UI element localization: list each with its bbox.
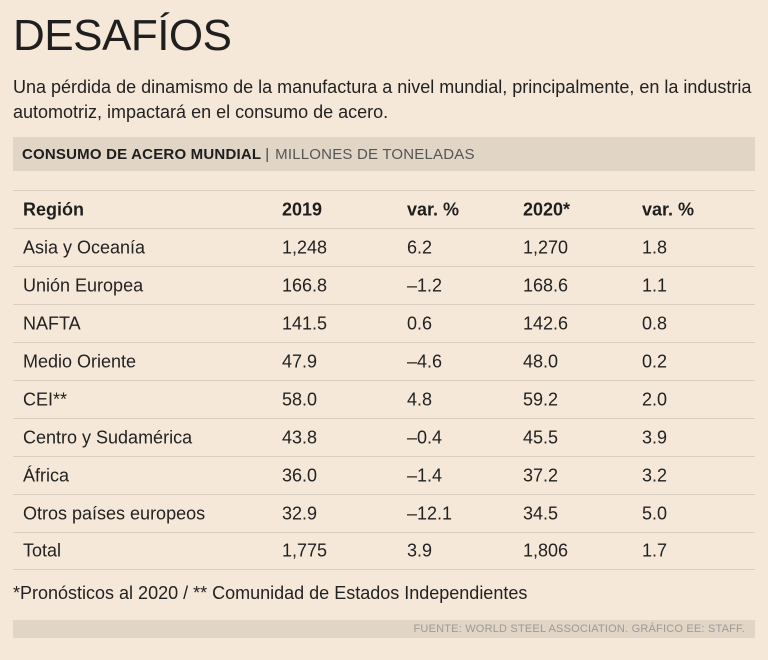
table-cell-var-2020: 0.2 xyxy=(642,351,668,371)
column-header-region: Región xyxy=(23,199,84,219)
table-cell-value-2019: 47.9 xyxy=(282,351,318,371)
page-title: DESAFÍOS xyxy=(13,11,232,60)
table-cell-region: Otros países europeos xyxy=(23,503,206,523)
table-cell-var-2019: 6.2 xyxy=(407,237,433,257)
table-cell-region: Total xyxy=(23,540,62,561)
table-cell-var-2019: –1.4 xyxy=(407,465,443,485)
table-cell-value-2019: 1,775 xyxy=(282,540,328,561)
table-row: NAFTA 141.5 0.6 142.6 0.8 xyxy=(13,304,755,342)
table-cell-value-2019: 36.0 xyxy=(282,465,318,485)
table-cell-var-2020: 5.0 xyxy=(642,503,668,523)
table-cell-value-2020: 48.0 xyxy=(523,351,559,371)
table-cell-var-2020: 2.0 xyxy=(642,389,668,409)
table-cell-var-2020: 1.7 xyxy=(642,540,668,561)
table-cell-region: Centro y Sudamérica xyxy=(23,427,193,447)
table-cell-region: Unión Europea xyxy=(23,275,144,295)
table-row: Total 1,775 3.9 1,806 1.7 xyxy=(13,532,755,570)
table-cell-value-2020: 1,270 xyxy=(523,237,569,257)
consumption-table: Región 2019 var. % 2020* var. % Asia y O… xyxy=(13,190,755,570)
table-cell-value-2019: 32.9 xyxy=(282,503,318,523)
table-cell-var-2019: –12.1 xyxy=(407,503,453,523)
source-credit: FUENTE: WORLD STEEL ASSOCIATION. GRÁFICO… xyxy=(413,623,745,635)
table-cell-var-2019: 0.6 xyxy=(407,313,433,333)
table-cell-var-2020: 3.9 xyxy=(642,427,668,447)
table-row: África 36.0 –1.4 37.2 3.2 xyxy=(13,456,755,494)
table-row: Otros países europeos 32.9 –12.1 34.5 5.0 xyxy=(13,494,755,532)
table-cell-value-2019: 1,248 xyxy=(282,237,328,257)
table-row: CEI** 58.0 4.8 59.2 2.0 xyxy=(13,380,755,418)
table-cell-var-2019: –0.4 xyxy=(407,427,443,447)
table-cell-region: Asia y Oceanía xyxy=(23,237,146,257)
page-subtitle: Una pérdida de dinamismo de la manufactu… xyxy=(13,77,752,122)
table-row: Centro y Sudamérica 43.8 –0.4 45.5 3.9 xyxy=(13,418,755,456)
column-header-var-2020: var. % xyxy=(642,199,695,219)
table-cell-region: CEI** xyxy=(23,389,68,409)
table-row: Unión Europea 166.8 –1.2 168.6 1.1 xyxy=(13,266,755,304)
table-cell-var-2020: 3.2 xyxy=(642,465,668,485)
table-row: Medio Oriente 47.9 –4.6 48.0 0.2 xyxy=(13,342,755,380)
column-header-2019: 2019 xyxy=(282,199,323,219)
footnote: *Pronósticos al 2020 / ** Comunidad de E… xyxy=(13,583,528,603)
column-header-2020: 2020* xyxy=(523,199,571,219)
table-cell-var-2019: –4.6 xyxy=(407,351,443,371)
section-title: CONSUMO DE ACERO MUNDIAL xyxy=(22,145,262,163)
table-cell-value-2020: 142.6 xyxy=(523,313,569,333)
table-row: Asia y Oceanía 1,248 6.2 1,270 1.8 xyxy=(13,228,755,266)
table-cell-value-2019: 141.5 xyxy=(282,313,328,333)
table-cell-value-2020: 168.6 xyxy=(523,275,569,295)
section-separator: | xyxy=(265,145,270,163)
table-cell-var-2019: 4.8 xyxy=(407,389,433,409)
table-cell-value-2019: 166.8 xyxy=(282,275,328,295)
column-header-var-2019: var. % xyxy=(407,199,460,219)
table-body: Asia y Oceanía 1,248 6.2 1,270 1.8 Unión Euro… xyxy=(13,228,755,570)
table-cell-value-2020: 59.2 xyxy=(523,389,559,409)
table-cell-var-2019: –1.2 xyxy=(407,275,443,295)
section-header-band: CONSUMO DE ACERO MUNDIAL | MILLONES DE T… xyxy=(13,137,755,171)
table-cell-value-2020: 45.5 xyxy=(523,427,559,447)
table-cell-region: Medio Oriente xyxy=(23,351,137,371)
table-cell-region: NAFTA xyxy=(23,313,81,333)
table-cell-var-2020: 1.8 xyxy=(642,237,668,257)
table-cell-var-2019: 3.9 xyxy=(407,540,433,561)
table-header-row: Región 2019 var. % 2020* var. % xyxy=(13,190,755,228)
table-cell-var-2020: 0.8 xyxy=(642,313,668,333)
table-cell-value-2019: 43.8 xyxy=(282,427,318,447)
source-band: FUENTE: WORLD STEEL ASSOCIATION. GRÁFICO… xyxy=(13,620,755,638)
table-cell-var-2020: 1.1 xyxy=(642,275,668,295)
table-cell-value-2019: 58.0 xyxy=(282,389,318,409)
table-cell-value-2020: 1,806 xyxy=(523,540,569,561)
section-unit: MILLONES DE TONELADAS xyxy=(275,145,475,163)
table-cell-region: África xyxy=(23,465,70,485)
table-cell-value-2020: 37.2 xyxy=(523,465,559,485)
table-cell-value-2020: 34.5 xyxy=(523,503,559,523)
